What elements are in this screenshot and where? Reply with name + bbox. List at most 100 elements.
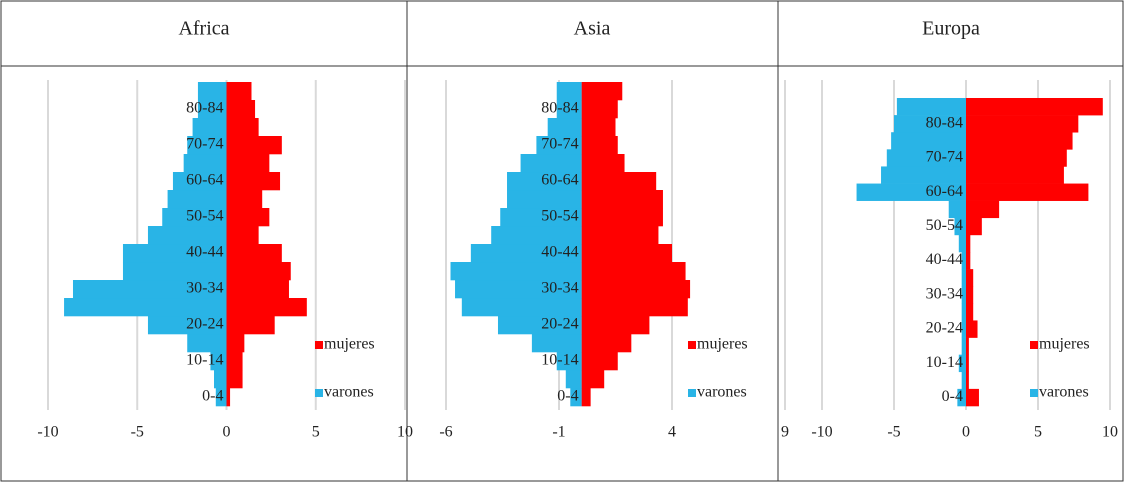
x-tick-label: -6 — [439, 424, 452, 441]
bar — [226, 100, 256, 119]
bar — [966, 115, 1079, 133]
bar — [187, 334, 227, 353]
bar — [966, 200, 1000, 219]
bar — [881, 166, 966, 184]
bar — [581, 262, 686, 281]
bar — [226, 370, 243, 389]
bar — [581, 118, 616, 137]
y-tick-label: 50-54 — [186, 208, 223, 225]
bar — [226, 280, 289, 299]
bar — [581, 208, 663, 227]
bar — [507, 172, 582, 191]
y-tick-label: 30-34 — [541, 280, 578, 297]
y-tick-label: 20-24 — [186, 316, 223, 333]
chart-title: Asia — [574, 18, 611, 40]
chart-title: Africa — [178, 18, 229, 40]
bar — [565, 370, 582, 389]
bar — [172, 172, 227, 191]
bar — [581, 226, 659, 245]
bar — [197, 82, 227, 101]
legend-swatch — [315, 389, 323, 397]
y-tick-label: 80-84 — [186, 100, 223, 117]
bar — [64, 298, 227, 317]
bar — [961, 371, 966, 390]
legend-label: varones — [697, 384, 747, 401]
bar — [966, 303, 974, 321]
bar — [966, 98, 1103, 116]
bar — [966, 149, 1067, 167]
bar — [520, 154, 582, 173]
bar — [581, 190, 663, 209]
bar — [226, 172, 281, 191]
y-tick-label: 50-54 — [926, 217, 963, 234]
bar — [167, 190, 227, 209]
bar — [966, 354, 969, 373]
bar — [147, 316, 227, 335]
bar — [957, 388, 966, 407]
bar — [122, 244, 227, 263]
x-tick-label: 0 — [962, 424, 970, 441]
bar — [531, 334, 582, 353]
bar — [226, 82, 252, 101]
bar — [581, 100, 618, 119]
bar — [954, 217, 966, 236]
x-tick-label: 9 — [781, 424, 789, 441]
legend-label: varones — [1039, 384, 1089, 401]
bar — [966, 320, 978, 338]
bar — [581, 370, 605, 389]
bar — [226, 118, 259, 137]
legend-label: varones — [324, 384, 374, 401]
bar — [581, 244, 672, 263]
bar — [162, 208, 227, 227]
y-tick-label: 0-4 — [202, 388, 223, 405]
bar — [226, 316, 275, 335]
bar — [961, 320, 966, 338]
y-tick-label: 80-84 — [926, 114, 963, 131]
bar — [226, 190, 263, 209]
bar — [226, 208, 270, 227]
bar — [966, 371, 969, 390]
bar — [470, 244, 582, 263]
bar — [226, 136, 282, 155]
y-tick-label: 30-34 — [926, 285, 963, 302]
y-tick-label: 60-64 — [926, 183, 963, 200]
y-tick-label: 40-44 — [926, 251, 963, 268]
bar — [187, 136, 227, 155]
bar — [226, 154, 270, 173]
bar — [536, 136, 582, 155]
bar — [461, 298, 582, 317]
bar — [581, 352, 618, 371]
y-tick-label: 50-54 — [541, 208, 578, 225]
bar — [948, 200, 966, 219]
legend-swatch — [1030, 389, 1038, 397]
bar — [894, 115, 966, 133]
legend-swatch — [688, 389, 696, 397]
bar — [966, 252, 971, 270]
bar — [581, 136, 618, 155]
x-tick-label: 4 — [668, 424, 676, 441]
y-tick-label: 10-14 — [541, 352, 578, 369]
bar — [556, 100, 582, 119]
y-tick-label: 20-24 — [541, 316, 578, 333]
legend-label: mujeres — [697, 336, 748, 353]
bar — [581, 388, 591, 407]
bar — [226, 352, 243, 371]
bar — [226, 244, 282, 263]
bar — [556, 82, 582, 101]
bar — [891, 132, 966, 150]
x-tick-label: -10 — [811, 424, 832, 441]
y-tick-label: 30-34 — [186, 280, 223, 297]
bar — [215, 388, 227, 407]
bar — [210, 352, 227, 371]
y-tick-label: 20-24 — [926, 320, 963, 337]
bar — [961, 269, 966, 287]
bar — [896, 98, 966, 116]
bar — [183, 154, 227, 173]
legend-swatch — [688, 341, 696, 349]
bar — [581, 298, 688, 317]
x-tick-label: -10 — [37, 424, 58, 441]
bar — [214, 370, 227, 389]
bar — [581, 316, 650, 335]
